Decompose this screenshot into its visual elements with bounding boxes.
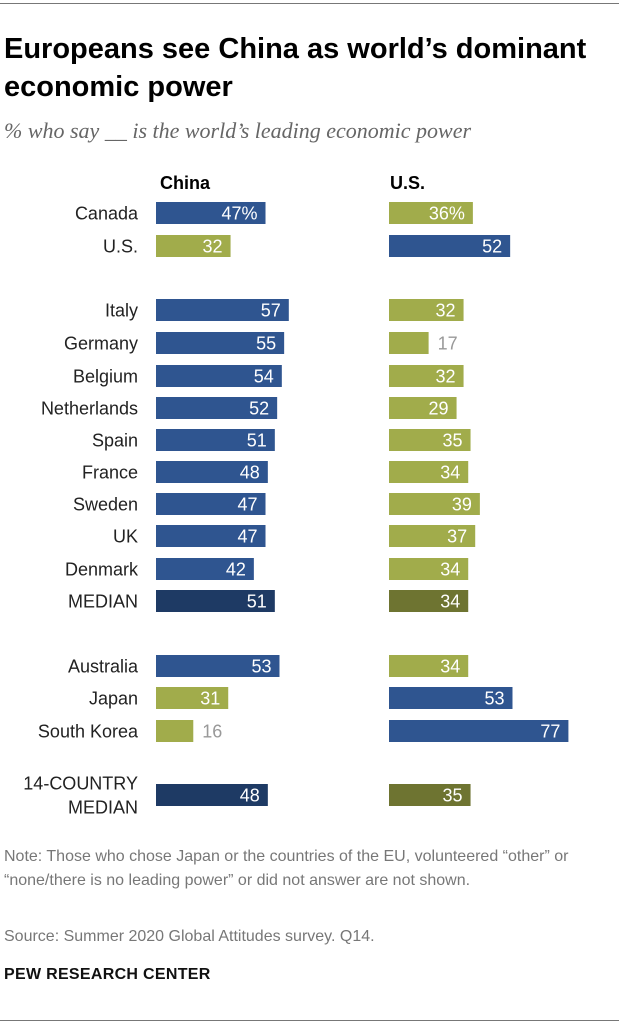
china-value-label-5: 52 xyxy=(249,399,269,419)
us-value-label-10: 34 xyxy=(440,560,460,580)
category-label-0: Canada xyxy=(75,204,139,224)
category-label-12: Australia xyxy=(68,657,139,677)
china-bar-7 xyxy=(156,461,268,483)
us-bar-0 xyxy=(389,202,473,224)
us-value-label-14: 77 xyxy=(540,722,560,742)
china-value-label-14: 16 xyxy=(202,722,222,742)
us-value-label-13: 53 xyxy=(484,689,504,709)
bar-chart: Canada 47% 36% U.S. 32 52 Italy 57 32 Germany 55 17… xyxy=(23,202,569,818)
china-value-label-6: 51 xyxy=(247,431,267,451)
category-label-15-line-0: 14-COUNTRY xyxy=(23,774,138,794)
category-label-14: South Korea xyxy=(38,722,139,742)
us-bar-3 xyxy=(389,332,429,354)
china-bar-0 xyxy=(156,202,266,224)
china-value-label-13: 31 xyxy=(200,689,220,709)
us-bar-7 xyxy=(389,461,469,483)
category-label-7: France xyxy=(82,463,138,483)
us-bar-9 xyxy=(389,525,476,547)
china-bar-10 xyxy=(156,558,254,580)
china-column-header: China xyxy=(160,173,211,193)
bottom-rule xyxy=(0,1020,619,1021)
us-value-label-7: 34 xyxy=(440,463,460,483)
us-value-label-11: 34 xyxy=(440,592,460,612)
category-label-11: MEDIAN xyxy=(68,592,138,612)
china-bar-6 xyxy=(156,429,275,451)
category-label-6: Spain xyxy=(92,431,138,451)
us-bar-13 xyxy=(389,687,513,709)
china-bar-12 xyxy=(156,655,280,677)
us-bar-2 xyxy=(389,299,464,321)
us-bar-4 xyxy=(389,365,464,387)
category-label-4: Belgium xyxy=(73,367,138,387)
china-bar-8 xyxy=(156,493,266,515)
us-bar-14 xyxy=(389,720,569,742)
chart-note: Note: Those who chose Japan or the count… xyxy=(4,848,569,889)
chart-title: Europeans see China as world’s dominant … xyxy=(4,33,587,103)
category-label-2: Italy xyxy=(105,301,138,321)
china-bar-1 xyxy=(156,235,231,257)
category-label-8: Sweden xyxy=(73,495,138,515)
china-bar-5 xyxy=(156,397,278,419)
us-bar-10 xyxy=(389,558,469,580)
us-value-label-9: 37 xyxy=(447,527,467,547)
china-value-label-9: 47 xyxy=(237,527,257,547)
us-value-label-5: 29 xyxy=(429,399,449,419)
brand-label: PEW RESEARCH CENTER xyxy=(4,966,211,983)
category-label-9: UK xyxy=(113,527,138,547)
us-bar-5 xyxy=(389,397,457,419)
china-value-label-15: 48 xyxy=(240,786,260,806)
us-bar-11 xyxy=(389,590,469,612)
us-value-label-0: 36% xyxy=(429,204,465,224)
china-value-label-4: 54 xyxy=(254,367,274,387)
us-bar-12 xyxy=(389,655,469,677)
china-bar-9 xyxy=(156,525,266,547)
category-label-3: Germany xyxy=(64,334,138,354)
category-label-15-line-1: MEDIAN xyxy=(68,798,138,818)
china-bar-14 xyxy=(156,720,194,742)
china-value-label-12: 53 xyxy=(251,657,271,677)
us-value-label-12: 34 xyxy=(440,657,460,677)
us-bar-1 xyxy=(389,235,511,257)
top-rule xyxy=(0,3,619,4)
china-value-label-0: 47% xyxy=(221,204,257,224)
china-bar-13 xyxy=(156,687,229,709)
category-label-13: Japan xyxy=(89,689,138,709)
us-bar-6 xyxy=(389,429,471,451)
us-bar-15 xyxy=(389,784,471,806)
category-label-1: U.S. xyxy=(103,237,138,257)
chart-source: Source: Summer 2020 Global Attitudes sur… xyxy=(4,928,375,945)
us-value-label-6: 35 xyxy=(443,431,463,451)
us-value-label-8: 39 xyxy=(452,495,472,515)
us-bar-8 xyxy=(389,493,480,515)
china-value-label-2: 57 xyxy=(261,301,281,321)
china-value-label-3: 55 xyxy=(256,334,276,354)
us-value-label-4: 32 xyxy=(436,367,456,387)
us-value-label-2: 32 xyxy=(436,301,456,321)
china-bar-15 xyxy=(156,784,268,806)
china-value-label-7: 48 xyxy=(240,463,260,483)
china-value-label-8: 47 xyxy=(237,495,257,515)
us-value-label-1: 52 xyxy=(482,237,502,257)
china-value-label-1: 32 xyxy=(203,237,223,257)
category-label-5: Netherlands xyxy=(41,399,138,419)
us-value-label-15: 35 xyxy=(443,786,463,806)
china-bar-2 xyxy=(156,299,289,321)
china-bar-3 xyxy=(156,332,285,354)
us-value-label-3: 17 xyxy=(438,334,458,354)
us-column-header: U.S. xyxy=(390,173,426,193)
china-value-label-10: 42 xyxy=(226,560,246,580)
china-value-label-11: 51 xyxy=(247,592,267,612)
chart-subtitle: % who say __ is the world’s leading econ… xyxy=(4,118,472,143)
china-bar-11 xyxy=(156,590,275,612)
category-label-10: Denmark xyxy=(65,560,139,580)
china-bar-4 xyxy=(156,365,282,387)
